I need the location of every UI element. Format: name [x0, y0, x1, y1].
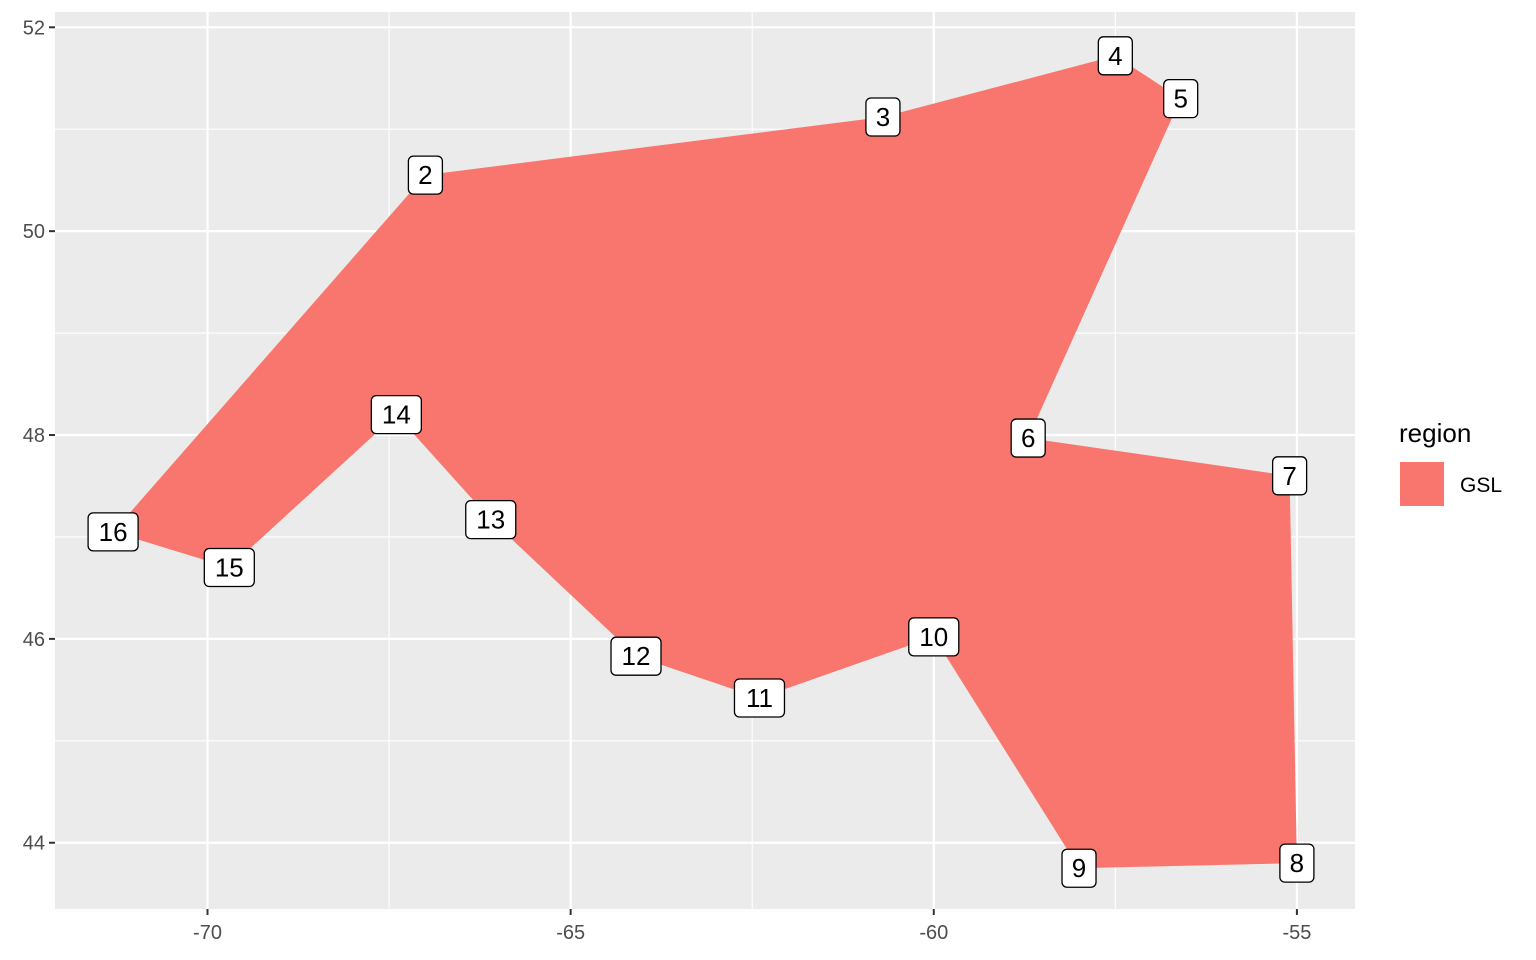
y-axis: 44 46 48 50 52 [23, 17, 55, 855]
point-label-4: 4 [1097, 36, 1133, 76]
point-label-14: 14 [370, 394, 422, 435]
polygon-gsl [113, 55, 1297, 869]
point-label-8: 8 [1279, 843, 1315, 883]
point-label-box [610, 636, 662, 676]
point-label-9: 9 [1061, 848, 1097, 888]
point-label-box [1271, 456, 1308, 496]
point-label-box [865, 97, 901, 137]
point-label-13: 13 [465, 499, 517, 540]
point-label-15: 15 [203, 547, 255, 588]
point-label-box [465, 499, 517, 540]
point-label-text: 4 [1108, 41, 1122, 71]
point-label-text: 14 [382, 400, 411, 430]
point-label-text: 10 [919, 622, 948, 652]
point-label-12: 12 [610, 636, 662, 676]
x-tick-label: -70 [193, 922, 222, 944]
point-label-box [203, 547, 255, 588]
point-label-16: 16 [87, 512, 139, 552]
point-label-text: 15 [215, 553, 244, 583]
point-label-text: 7 [1282, 461, 1296, 491]
point-label-text: 3 [876, 102, 890, 132]
point-label-text: 12 [622, 641, 651, 671]
point-label-7: 7 [1271, 456, 1308, 496]
x-tick-label: -65 [556, 922, 585, 944]
point-label-10: 10 [908, 617, 960, 657]
y-tick-label: 52 [23, 17, 45, 39]
y-tick-label: 44 [23, 833, 45, 855]
point-label-text: 2 [418, 160, 432, 190]
point-label-box [1097, 36, 1133, 76]
point-label-3: 3 [865, 97, 901, 137]
y-tick-label: 48 [23, 425, 45, 447]
point-label-text: 13 [476, 505, 505, 535]
point-label-box [733, 678, 786, 718]
point-label-text: 11 [746, 683, 773, 713]
x-tick-label: -60 [919, 922, 948, 944]
point-label-text: 16 [99, 517, 128, 547]
legend-title: region [1399, 418, 1471, 448]
point-label-text: 6 [1021, 423, 1035, 453]
point-label-11: 11 [733, 678, 786, 718]
point-label-box [1061, 848, 1097, 888]
point-label-box [1279, 843, 1315, 883]
y-tick-label: 46 [23, 629, 45, 651]
x-tick-label: -55 [1282, 922, 1311, 944]
point-label-text: 8 [1290, 848, 1304, 878]
point-label-text: 9 [1072, 853, 1086, 883]
point-label-box [407, 155, 444, 195]
point-label-text: 5 [1173, 84, 1187, 114]
legend: region GSL [1399, 418, 1502, 506]
point-label-6: 6 [1010, 418, 1046, 458]
point-label-2: 2 [407, 155, 444, 195]
point-label-box [1163, 78, 1199, 119]
legend-key-gsl [1400, 462, 1444, 506]
legend-label-gsl: GSL [1460, 474, 1502, 497]
y-tick-label: 50 [23, 221, 45, 243]
point-labels: 2 3 4 5 6 7 8 9 10 11 12 13 14 15 16 [87, 36, 1315, 888]
x-axis: -70 -65 -60 -55 [193, 909, 1311, 944]
point-label-box [370, 394, 422, 435]
point-label-box [87, 512, 139, 552]
point-label-box [1010, 418, 1046, 458]
point-label-5: 5 [1163, 78, 1199, 119]
point-label-box [908, 617, 960, 657]
